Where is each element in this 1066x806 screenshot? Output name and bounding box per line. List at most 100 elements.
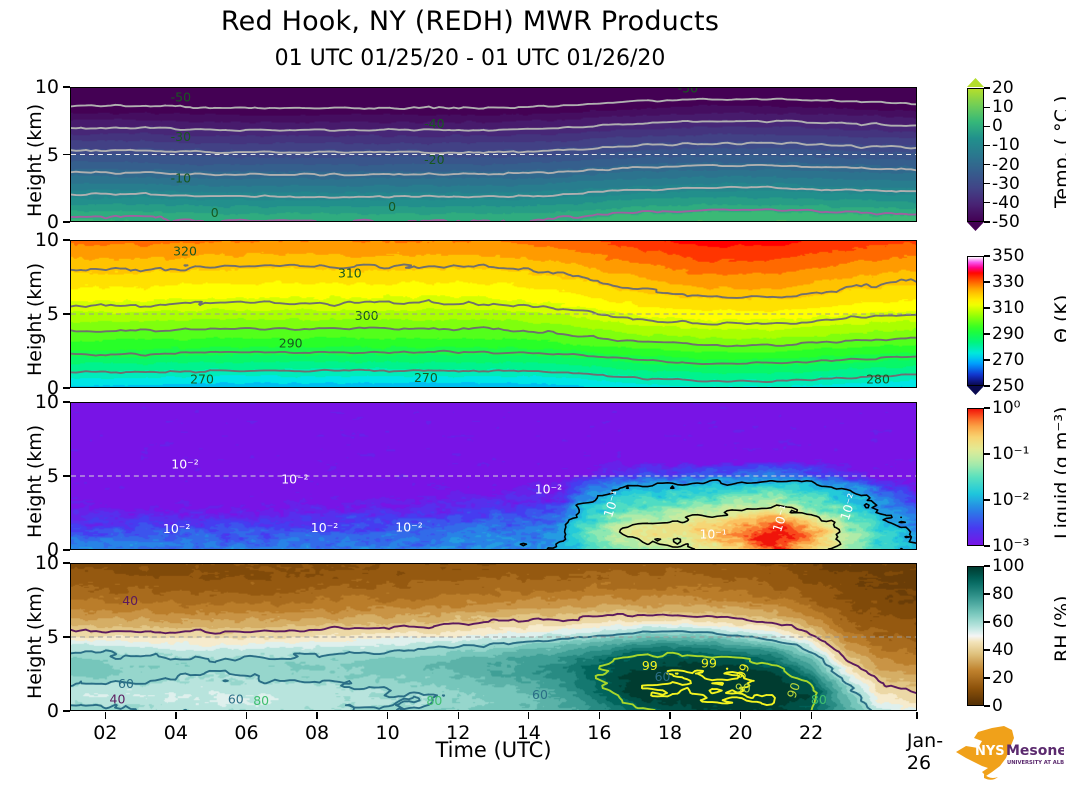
contour-label: 99	[701, 656, 717, 671]
x-tick-label: 10	[375, 722, 400, 744]
contour-label: 40	[122, 593, 138, 608]
colorbar-gradient	[967, 408, 984, 546]
contour-label: -30	[171, 129, 191, 144]
contour-label: 10⁻²	[311, 520, 338, 535]
colorbar-tick-mark	[984, 705, 990, 707]
contour-label: 290	[279, 336, 303, 351]
contour-label: 10⁻²	[171, 457, 198, 472]
colorbar-tick-mark	[984, 407, 990, 409]
x-axis: 02 04 06 08 10 12 14 16 18 20 22 Jan-26	[70, 712, 943, 774]
contour-label: 300	[355, 308, 379, 323]
x-tick-label: Jan-26	[906, 730, 944, 774]
colorbar-tick-mark	[984, 163, 990, 166]
colorbar-tick-mark	[984, 333, 990, 335]
y-tick-label: 5	[46, 626, 59, 648]
x-tick-label: 08	[304, 722, 330, 744]
contour-label: -50	[171, 89, 191, 104]
contour-label: 99	[642, 658, 658, 673]
contour-label: 10⁻²	[535, 482, 562, 497]
contour-line-99	[641, 667, 776, 707]
y-tick-mark	[63, 710, 70, 712]
colorbar-tick-label: 10⁻³	[992, 536, 1030, 556]
y-tick-label: 0	[46, 211, 59, 233]
new-york-state-shape	[956, 726, 1014, 776]
contour-line--30	[71, 141, 916, 155]
colorbar-title: Liquid (g m⁻³)	[1051, 406, 1066, 539]
y-tick-label: 10	[34, 229, 59, 251]
contour-label: 40	[110, 691, 126, 706]
colorbar-tick-mark	[984, 202, 990, 204]
colorbar-tick-mark	[984, 453, 990, 455]
x-tick-label: 20	[728, 722, 753, 744]
contour-line--20	[71, 164, 916, 177]
contour-label: 10⁻²	[395, 520, 422, 535]
nys-mesonet-logo: NYS Mesonet UNIVERSITY AT ALBANY	[952, 722, 1066, 784]
colorbar-tick-mark	[984, 499, 990, 501]
colorbar-tick-label: -10	[992, 135, 1020, 156]
contour-label: -40	[424, 116, 444, 131]
colorbar-tick-label: 20	[992, 78, 1014, 98]
colorbar-extend-top	[967, 78, 984, 87]
y-tick-mark	[63, 153, 70, 156]
panel-rh: 40 60 40 60 80 80 60 60 99 99 99 90 90 80	[70, 563, 917, 711]
colorbar-tick-label: 10⁰	[992, 398, 1021, 418]
x-tick-mark	[810, 712, 812, 719]
contour-label: 10⁻¹	[600, 489, 623, 519]
x-tick-mark	[104, 712, 106, 719]
colorbar-extend-bottom	[967, 222, 984, 231]
logo-mesonet-text: Mesonet	[1006, 743, 1064, 759]
colorbar-gradient	[967, 88, 984, 222]
y-tick-mark	[63, 475, 70, 477]
colorbar-tick-label: 290	[992, 324, 1025, 344]
contour-line-10⁻¹	[618, 504, 842, 549]
contour-group: 320 310 300 290 270 270 280	[71, 244, 916, 386]
colorbar-tick-mark	[984, 359, 990, 361]
x-tick-mark	[669, 712, 671, 719]
contour-label: 270	[414, 370, 438, 385]
contour-label: 99	[733, 661, 753, 681]
y-tick-label: 10	[34, 552, 59, 574]
x-tick-label: 02	[93, 722, 118, 744]
contour-label: -20	[424, 152, 444, 167]
colorbar-tick-label: 270	[992, 350, 1025, 370]
y-tick-mark	[63, 239, 70, 241]
y-tick-mark	[63, 562, 70, 564]
y-tick-mark	[63, 549, 70, 551]
contour-group: 10⁻² 10⁻² 10⁻² 10⁻² 10⁻² 10⁻² 10⁻¹ 10⁻¹ 10⁻¹ 10⁻²	[71, 457, 916, 549]
x-tick-mark	[457, 712, 459, 719]
colorbar-tick-mark	[984, 677, 990, 679]
logo-swoosh	[984, 774, 998, 780]
contour-line-40	[71, 612, 916, 694]
contour-line-320	[71, 263, 916, 299]
contour-line-90	[594, 651, 818, 710]
contour-label: -10	[171, 170, 191, 185]
contour-label: 10⁻²	[163, 521, 190, 536]
contour-line-310	[71, 299, 916, 326]
contour-label: 60	[228, 691, 244, 706]
contour-line--40	[71, 119, 916, 132]
colorbar-tick-mark	[984, 125, 990, 127]
y-axis-label: Height (km)	[24, 262, 46, 376]
x-tick-label: 12	[446, 722, 471, 744]
figure-subtitle: 01 UTC 01/25/20 - 01 UTC 01/26/20	[274, 46, 666, 71]
y-axis-label: Height (km)	[24, 424, 46, 538]
colorbar-tick-label: 10	[992, 97, 1014, 118]
contour-line--10	[71, 185, 916, 199]
colorbar-tick-label: 0	[992, 696, 1003, 716]
colorbar-tick-mark	[984, 649, 990, 651]
contour-label: 0	[211, 205, 219, 220]
colorbar-gradient	[967, 256, 984, 386]
y-tick-label: 10	[34, 391, 59, 413]
contour-label: 60	[532, 687, 548, 702]
y-tick-label: 5	[46, 303, 59, 325]
colorbar-tick-mark	[984, 144, 990, 147]
y-tick-mark	[63, 387, 70, 389]
y-tick-label: 0	[46, 700, 59, 722]
colorbar-tick-label: 310	[992, 298, 1025, 318]
x-tick-label: 16	[587, 722, 612, 744]
colorbar-title: RH (%)	[1051, 595, 1066, 663]
y-tick-mark	[63, 221, 70, 223]
logo-university-text: UNIVERSITY AT ALBANY	[1007, 760, 1064, 766]
logo-nys-text: NYS	[975, 744, 1005, 759]
